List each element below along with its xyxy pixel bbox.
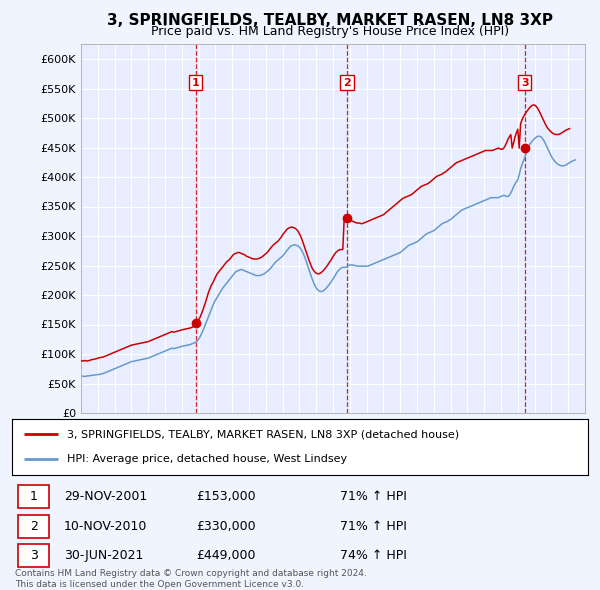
FancyBboxPatch shape [18, 486, 49, 509]
Text: £449,000: £449,000 [196, 549, 256, 562]
Text: 10-NOV-2010: 10-NOV-2010 [64, 520, 147, 533]
Text: 74% ↑ HPI: 74% ↑ HPI [340, 549, 407, 562]
Text: 71% ↑ HPI: 71% ↑ HPI [340, 490, 407, 503]
FancyBboxPatch shape [18, 515, 49, 538]
Text: 71% ↑ HPI: 71% ↑ HPI [340, 520, 407, 533]
Text: 3, SPRINGFIELDS, TEALBY, MARKET RASEN, LN8 3XP: 3, SPRINGFIELDS, TEALBY, MARKET RASEN, L… [107, 13, 553, 28]
Text: 1: 1 [29, 490, 38, 503]
Text: 1: 1 [192, 78, 200, 87]
Text: £330,000: £330,000 [196, 520, 256, 533]
Text: 29-NOV-2001: 29-NOV-2001 [64, 490, 147, 503]
Text: 2: 2 [29, 520, 38, 533]
Text: 3, SPRINGFIELDS, TEALBY, MARKET RASEN, LN8 3XP (detached house): 3, SPRINGFIELDS, TEALBY, MARKET RASEN, L… [67, 429, 459, 439]
Text: 30-JUN-2021: 30-JUN-2021 [64, 549, 143, 562]
FancyBboxPatch shape [18, 544, 49, 568]
Text: 3: 3 [521, 78, 529, 87]
Text: Price paid vs. HM Land Registry's House Price Index (HPI): Price paid vs. HM Land Registry's House … [151, 25, 509, 38]
Text: HPI: Average price, detached house, West Lindsey: HPI: Average price, detached house, West… [67, 454, 347, 464]
Text: Contains HM Land Registry data © Crown copyright and database right 2024.
This d: Contains HM Land Registry data © Crown c… [15, 569, 367, 589]
Text: £153,000: £153,000 [196, 490, 256, 503]
Text: 2: 2 [343, 78, 351, 87]
Text: 3: 3 [29, 549, 38, 562]
